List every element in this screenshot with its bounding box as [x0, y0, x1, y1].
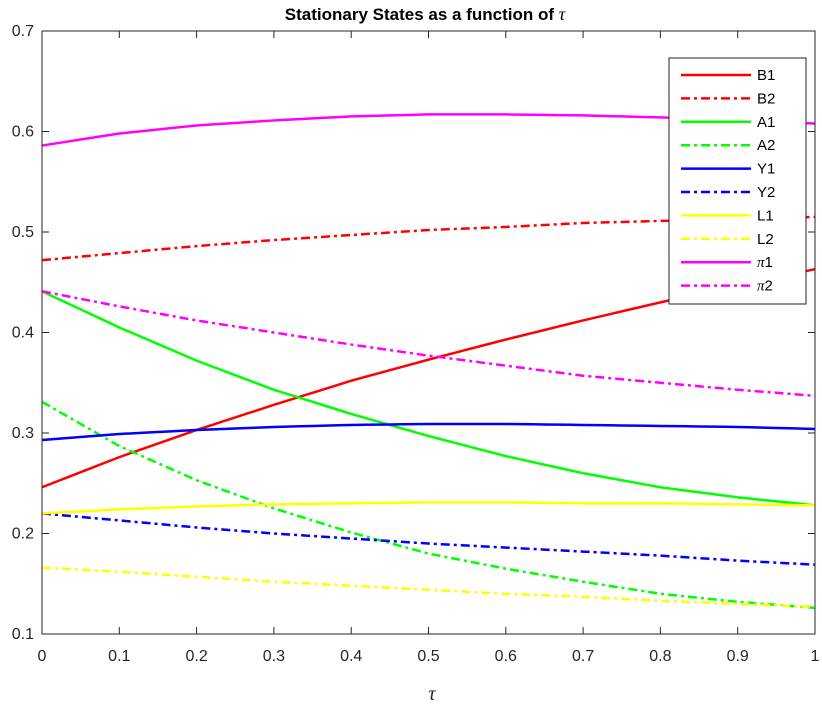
y-tick-label: 0.3	[12, 425, 34, 442]
y-tick-label: 0.2	[12, 526, 34, 543]
legend-label-2: A1	[757, 114, 775, 131]
y-tick-label: 0.5	[12, 224, 34, 241]
legend-box	[668, 57, 807, 305]
legend-label-text: 1	[765, 254, 773, 271]
legend-label-text: L2	[757, 231, 774, 248]
x-tick-label: 0.6	[495, 648, 517, 665]
legend-label-symbol: π	[757, 255, 765, 271]
x-tick-label: 0	[38, 648, 47, 665]
x-tick-label: 0.3	[263, 648, 285, 665]
x-tick-label: 0.5	[417, 648, 439, 665]
x-tick-label: 0.7	[572, 648, 594, 665]
legend-label-5: Y2	[757, 184, 775, 201]
x-axis-label: τ	[428, 683, 436, 705]
y-tick-label: 0.1	[12, 626, 34, 643]
y-tick-label: 0.6	[12, 124, 34, 141]
series-line-5	[41, 512, 816, 566]
legend-label-text: 2	[765, 278, 773, 295]
legend-label-text: A2	[757, 137, 775, 154]
legend-label-3: A2	[757, 137, 775, 154]
series-line-6	[41, 501, 816, 515]
legend-label-7: L2	[757, 231, 774, 248]
legend-label-1: B2	[757, 90, 775, 107]
x-tick-label: 0.9	[727, 648, 749, 665]
y-tick-label: 0.4	[12, 325, 34, 342]
chart-title-symbol: τ	[559, 4, 566, 24]
x-tick-label: 0.8	[649, 648, 671, 665]
legend-label-9: π2	[757, 278, 773, 295]
legend-label-0: B1	[757, 67, 775, 84]
series-line-2	[41, 290, 816, 507]
legend-label-symbol: π	[757, 279, 765, 295]
legend-label-4: Y1	[757, 161, 775, 178]
legend-label-8: π1	[757, 254, 773, 271]
x-tick-label: 0.1	[108, 648, 130, 665]
chart-title: Stationary States as a function of τ	[285, 4, 566, 24]
legend-label-6: L1	[757, 207, 774, 224]
series-line-7	[41, 566, 816, 609]
series-line-4	[41, 422, 816, 442]
legend-label-text: Y1	[757, 161, 775, 178]
legend-label-text: A1	[757, 114, 775, 131]
axes-layer: 0 0.1 0.2 0.3 0.4 0.5 0.6 0.7 0.8 0.9 10.10.20.30.…	[12, 23, 820, 665]
chart-title-text: Stationary States as a function of	[285, 5, 559, 24]
legend-label-text: B2	[757, 90, 775, 107]
x-tick-label: 0.2	[185, 648, 207, 665]
legend-label-text: Y2	[757, 184, 775, 201]
x-tick-label: 1	[811, 648, 820, 665]
x-tick-label: 0.4	[340, 648, 362, 665]
legend-label-text: L1	[757, 207, 774, 224]
legend-label-text: B1	[757, 67, 775, 84]
series-line-3	[41, 400, 816, 610]
y-tick-label: 0.7	[12, 23, 34, 40]
